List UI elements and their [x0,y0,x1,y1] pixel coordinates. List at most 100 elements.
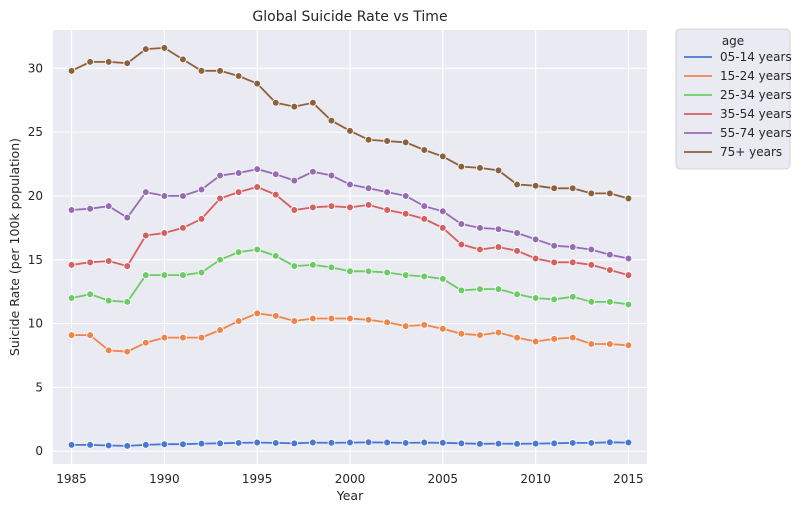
data-point [457,240,466,249]
x-tick-label: 2010 [520,472,551,486]
data-point [401,322,410,330]
data-point [216,439,224,448]
data-point [624,300,633,309]
series-35-54-years [67,183,633,279]
data-point [513,180,521,189]
data-point [142,45,150,53]
data-point [327,314,336,323]
data-point [290,317,299,325]
data-point [216,326,224,334]
data-point [142,441,150,449]
data-point [439,152,447,161]
data-point [271,190,280,199]
data-point [587,189,596,198]
data-point [606,340,614,348]
data-point [494,328,503,337]
data-point [587,340,596,348]
data-point [253,79,261,88]
data-point [568,184,577,193]
data-point [420,215,429,223]
data-point [513,440,521,448]
data-point [197,215,206,223]
data-point [104,58,113,66]
data-point [364,438,373,447]
data-point [142,231,150,240]
data-point [476,331,484,339]
data-point [123,262,132,270]
legend: age 05-14 years 15-24 years 25-34 years 35-… [675,28,792,170]
series-05-14-years [67,438,633,450]
data-point [624,254,633,263]
data-point [550,241,558,250]
data-point [197,268,206,277]
data-point [123,213,132,222]
data-point [531,294,540,302]
data-point [383,188,391,196]
data-point [568,258,577,267]
data-point [86,290,94,299]
data-point [364,201,373,209]
data-point [401,439,410,447]
data-point [309,261,317,269]
data-point [364,135,373,144]
data-point [624,341,633,350]
series-layer [67,44,633,450]
data-point [457,162,466,171]
data-point [587,439,596,447]
data-point [290,262,299,270]
y-axis-label: Suicide Rate (per 100k population) [7,138,22,356]
data-point [457,329,466,338]
series-25-34-years [67,245,633,309]
data-point [104,202,113,210]
data-point [179,440,187,449]
data-point [197,67,206,75]
series-15-24-years [67,309,633,356]
data-point [420,321,429,329]
x-tick-label: 2015 [613,472,644,486]
data-point [401,210,410,218]
data-point [476,245,484,254]
legend-label: 05-14 years [720,50,792,64]
data-point [587,298,596,306]
data-point [550,295,558,304]
legend-box [675,28,791,170]
data-point [383,137,391,145]
data-point [550,439,558,448]
data-point [253,309,261,318]
data-point [457,439,466,448]
data-point [179,224,187,232]
data-point [67,261,76,269]
data-point [383,318,391,327]
data-point [216,171,224,180]
data-point [309,314,317,323]
data-point [346,267,354,276]
data-point [494,225,503,233]
data-point [531,439,540,448]
data-point [104,441,113,450]
data-point [104,257,113,265]
data-point [271,252,280,260]
data-point [197,185,206,194]
data-point [123,347,132,356]
data-point [160,229,169,237]
data-point [550,184,558,193]
data-point [86,331,94,339]
y-tick-label: 20 [28,189,43,203]
data-point [216,194,224,203]
data-point [606,250,614,259]
data-point [401,192,410,200]
data-point [568,439,577,447]
data-point [67,67,76,75]
x-tick-label: 2000 [335,472,366,486]
data-point [104,346,113,355]
data-point [309,167,317,176]
x-axis-ticks: 1985 1990 1995 2000 2005 2010 2015 [56,472,643,486]
data-point [439,224,447,232]
y-tick-label: 10 [28,317,43,331]
data-point [197,439,206,448]
data-point [346,438,354,447]
data-point [587,245,596,254]
x-tick-label: 1990 [149,472,180,486]
data-point [531,337,540,346]
